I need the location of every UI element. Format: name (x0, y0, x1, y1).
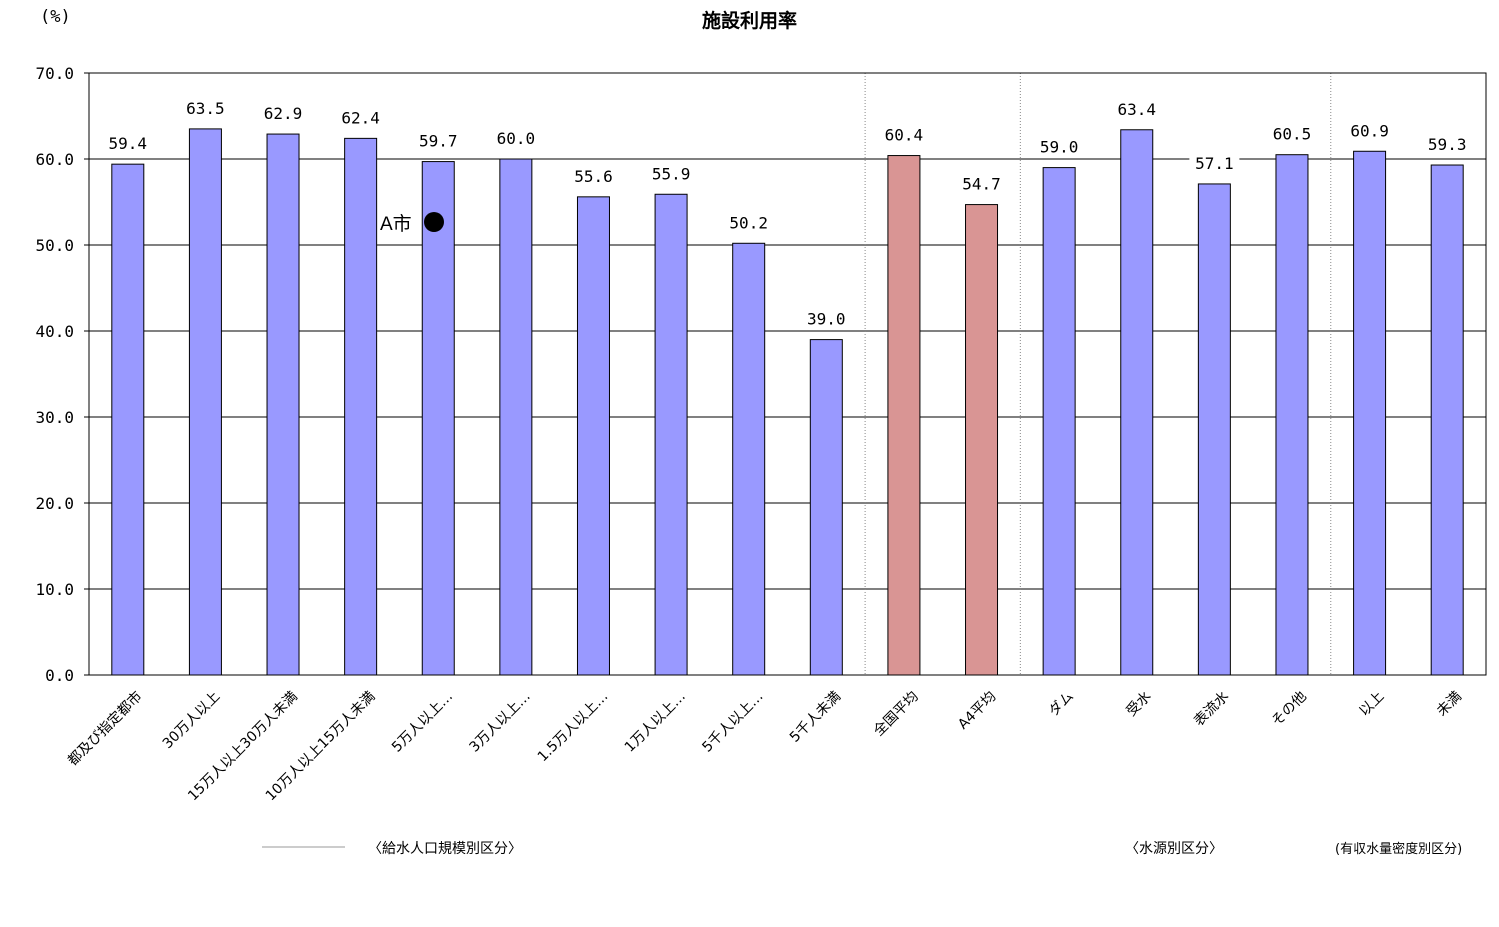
chart-title: 施設利用率 (701, 10, 797, 32)
value-label-bg-2 (258, 100, 309, 125)
y-tick-label-7: 70.0 (35, 64, 74, 83)
bar-3 (344, 137, 378, 676)
category-label-16: 以上 (1356, 689, 1387, 720)
value-label-5: 60.0 (497, 129, 536, 148)
value-label-bg-4 (413, 127, 464, 152)
value-label-bg-6 (568, 162, 619, 187)
value-label-bg-0 (102, 130, 153, 155)
category-label-9: 5千人未満 (787, 689, 844, 746)
bar-16 (1353, 150, 1387, 676)
bars-layer (111, 128, 1464, 676)
value-label-0: 59.4 (109, 134, 148, 153)
value-label-bg-1 (180, 94, 231, 119)
y-tick-label-2: 20.0 (35, 494, 74, 513)
plot-frame (88, 72, 1487, 676)
value-label-bg-7 (646, 160, 697, 185)
bar-10 (887, 155, 921, 676)
category-label-12: ダム (1046, 689, 1077, 720)
value-label-9: 39.0 (807, 310, 846, 329)
value-label-1: 63.5 (186, 99, 225, 118)
value-label-3: 62.4 (341, 108, 380, 127)
a-city-marker: A市 (380, 208, 444, 236)
category-label-8: 5千人以上… (699, 689, 766, 756)
category-label-0: 都及び指定都市 (64, 688, 145, 769)
bar-8 (732, 242, 766, 676)
value-label-14: 57.1 (1195, 154, 1234, 173)
category-label-11: A4平均 (955, 689, 999, 733)
group-label-water-source: 〈水源別区分〉 (1125, 841, 1223, 857)
bar-7 (654, 193, 688, 676)
value-label-4: 59.7 (419, 132, 458, 151)
value-label-bg-12 (1034, 133, 1085, 158)
value-label-8: 50.2 (729, 213, 768, 232)
value-label-bg-9 (801, 305, 852, 330)
y-axis-unit-label: (%) (40, 7, 71, 27)
value-label-bg-11 (956, 170, 1007, 195)
bar-13 (1120, 129, 1154, 676)
value-label-16: 60.9 (1350, 121, 1389, 140)
y-tick-label-0: 0.0 (45, 666, 74, 685)
bar-14 (1197, 183, 1231, 676)
value-label-bg-3 (335, 104, 386, 129)
group-label-density: (有収水量密度別区分) (1335, 842, 1463, 857)
y-tick-label-3: 30.0 (35, 408, 74, 427)
value-labels-layer: 59.4 63.5 62.9 62.4 59.7 60.0 55.6 55.9 50.2 39.0… (102, 94, 1473, 330)
category-label-10: 全国平均 (870, 688, 922, 740)
value-label-13: 63.4 (1117, 100, 1156, 119)
value-label-bg-5 (490, 125, 541, 149)
y-tick-label-5: 50.0 (35, 236, 74, 255)
category-label-7: 1万人以上… (622, 689, 689, 756)
bar-11 (965, 204, 999, 676)
bar-5 (499, 158, 533, 676)
bar-12 (1042, 167, 1076, 676)
value-label-bg-15 (1266, 120, 1317, 145)
bar-6 (576, 196, 610, 676)
value-label-12: 59.0 (1040, 138, 1079, 157)
category-label-14: 表流水 (1191, 689, 1232, 730)
bar-4 (421, 161, 455, 676)
category-label-5: 3万人以上… (467, 689, 534, 756)
category-label-15: その他 (1269, 689, 1310, 730)
value-label-7: 55.9 (652, 164, 691, 183)
value-label-bg-13 (1111, 95, 1162, 120)
category-label-4: 5万人以上… (389, 689, 456, 756)
value-label-17: 59.3 (1428, 135, 1467, 154)
y-tick-label-6: 60.0 (35, 150, 74, 169)
bar-1 (188, 128, 222, 676)
bar-2 (266, 133, 300, 676)
value-label-bg-8 (723, 209, 774, 234)
bar-15 (1275, 154, 1309, 676)
value-label-bg-10 (878, 121, 929, 146)
category-label-17: 未満 (1434, 689, 1465, 720)
value-label-15: 60.5 (1273, 125, 1312, 144)
category-label-6: 1.5万人以上… (535, 689, 612, 766)
y-tick-label-1: 10.0 (35, 580, 74, 599)
category-label-13: 受水 (1123, 689, 1154, 720)
group-label-population: 〈給水人口規模別区分〉 (368, 841, 522, 857)
a-city-label: A市 (380, 213, 412, 235)
bar-17 (1430, 164, 1464, 676)
value-label-bg-17 (1422, 131, 1473, 156)
value-label-2: 62.9 (264, 104, 303, 123)
bar-9 (809, 339, 843, 676)
value-label-11: 54.7 (962, 175, 1001, 194)
category-label-1: 30万人以上 (160, 689, 224, 753)
value-label-10: 60.4 (885, 126, 924, 145)
value-label-6: 55.6 (574, 167, 613, 186)
a-city-dot-icon (423, 212, 444, 232)
bar-0 (111, 163, 145, 676)
value-label-bg-16 (1344, 117, 1395, 142)
value-label-bg-14 (1189, 149, 1240, 174)
y-tick-label-4: 40.0 (35, 322, 74, 341)
